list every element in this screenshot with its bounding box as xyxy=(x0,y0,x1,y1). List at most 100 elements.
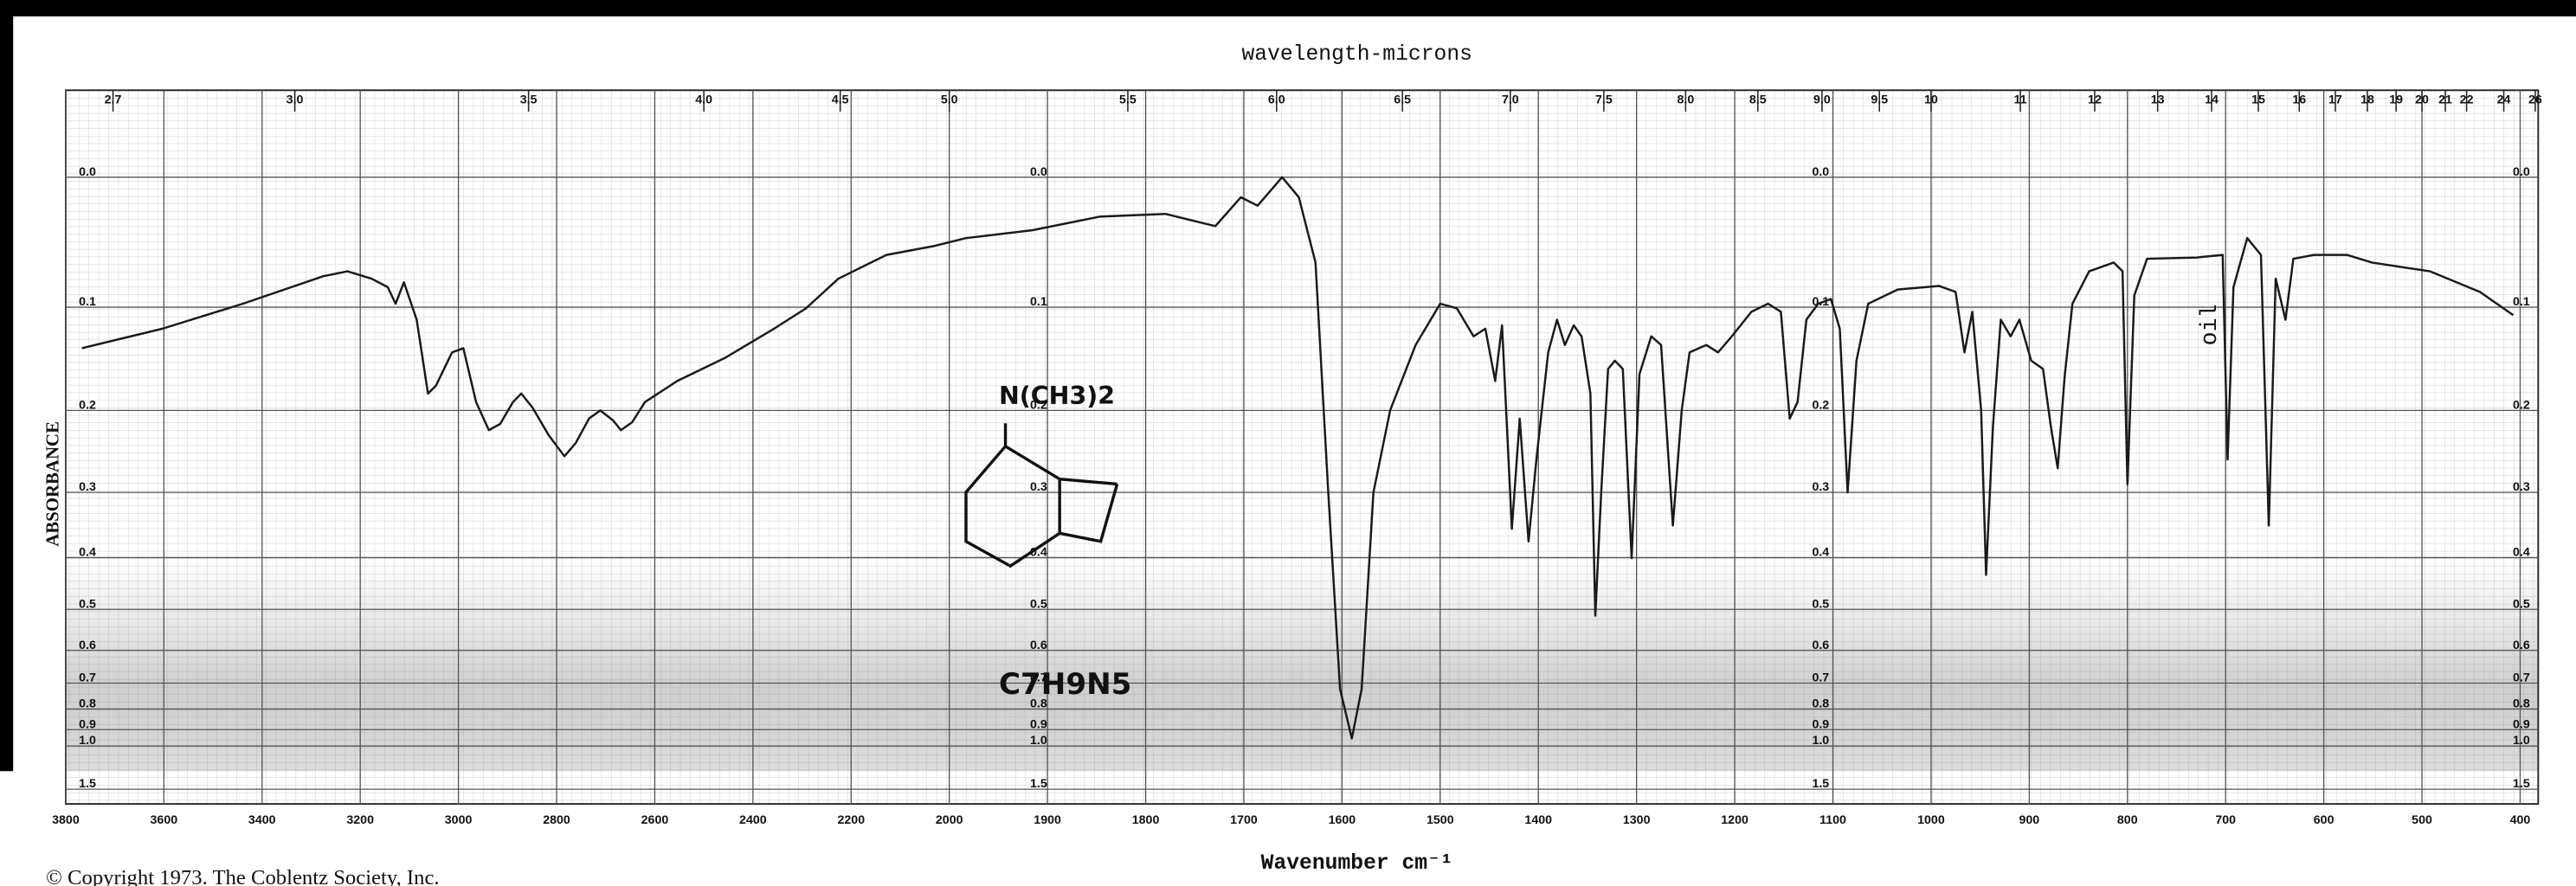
shading xyxy=(65,557,2539,772)
y-tick-label: 0.0 xyxy=(79,165,96,179)
x2-tick-label: 14 xyxy=(2205,93,2219,106)
x-tick-label: 3600 xyxy=(151,813,178,827)
x2-tick-label: 10 xyxy=(1924,93,1938,106)
y-tick-label: 0.3 xyxy=(1812,480,1829,494)
x2-tick-label: 13 xyxy=(2151,93,2165,106)
y-tick-label: 0.9 xyxy=(2513,717,2530,731)
y-tick-label: 1.0 xyxy=(1812,734,1829,748)
spectrum-line xyxy=(81,176,2515,740)
y-tick-label: 0.1 xyxy=(1030,295,1047,309)
y-tick-label: 0.3 xyxy=(79,480,96,494)
x-tick-label: 1100 xyxy=(1819,813,1846,827)
y-tick-label: 0.6 xyxy=(1030,639,1047,652)
y-tick-label: 0.3 xyxy=(2513,480,2530,494)
y-tick-label: 1.5 xyxy=(1812,777,1829,791)
x2-tick-label: 9.0 xyxy=(1813,93,1831,106)
x-tick-label: 400 xyxy=(2510,813,2531,827)
y-tick-label: 0.4 xyxy=(1030,545,1047,559)
y-tick-label: 0.5 xyxy=(2513,597,2530,611)
x-axis-label: Wavenumber cm⁻¹ xyxy=(1261,851,1453,876)
x-tick-label: 700 xyxy=(2215,813,2236,827)
y-tick-label: 0.7 xyxy=(2513,671,2530,685)
x-tick-label: 1500 xyxy=(1426,813,1454,827)
annotation: C7H9N5 xyxy=(999,667,1131,702)
y-tick-label: 0.5 xyxy=(79,597,96,611)
x-tick-label: 2600 xyxy=(641,813,669,827)
y-tick-label: 1.5 xyxy=(79,777,96,791)
x2-tick-label: 19 xyxy=(2389,93,2403,106)
x-tick-label: 500 xyxy=(2412,813,2432,827)
x2-tick-label: 2.7 xyxy=(105,93,122,106)
scan-edge xyxy=(0,0,14,772)
y-tick-label: 0.2 xyxy=(1030,398,1047,412)
x-tick-label: 2200 xyxy=(837,813,865,827)
x-tick-label: 1300 xyxy=(1623,813,1651,827)
chart-title: wavelength-microns xyxy=(1241,42,1472,67)
x-tick-label: 2400 xyxy=(739,813,767,827)
y-tick-label: 0.6 xyxy=(1812,639,1829,652)
x2-tick-label: 5.0 xyxy=(941,93,958,106)
y-tick-label: 0.6 xyxy=(2513,639,2530,652)
y-tick-label: 0.4 xyxy=(79,545,96,559)
x2-tick-label: 17 xyxy=(2328,93,2342,106)
y-tick-label: 0.5 xyxy=(1030,597,1047,611)
x2-tick-label: 16 xyxy=(2292,93,2306,106)
x2-tick-label: 8.0 xyxy=(1677,93,1694,106)
x-tick-label: 1600 xyxy=(1329,813,1356,827)
x-tick-label: 600 xyxy=(2314,813,2334,827)
x2-tick-label: 9.5 xyxy=(1871,93,1888,106)
x2-tick-label: 20 xyxy=(2415,93,2429,106)
x2-tick-label: 7.5 xyxy=(1595,93,1613,106)
x-tick-label: 900 xyxy=(2019,813,2039,827)
y-tick-label: 0.0 xyxy=(1812,165,1829,179)
y-tick-label: 0.1 xyxy=(2513,295,2530,309)
y-tick-label: 0.4 xyxy=(1812,545,1829,559)
x-tick-label: 1900 xyxy=(1034,813,1061,827)
y-tick-label: 0.9 xyxy=(1030,717,1047,731)
y-tick-label: 0.3 xyxy=(1030,480,1047,494)
x-tick-label: 1200 xyxy=(1721,813,1748,827)
y-tick-label: 0.0 xyxy=(1030,165,1047,179)
x2-tick-label: 21 xyxy=(2438,93,2452,106)
y-tick-label: 0.7 xyxy=(79,671,96,685)
x2-tick-label: 5.5 xyxy=(1119,93,1137,106)
x-tick-label: 3000 xyxy=(445,813,473,827)
x2-tick-label: 15 xyxy=(2251,93,2265,106)
x-tick-label: 1000 xyxy=(1917,813,1945,827)
x-tick-label: 1400 xyxy=(1524,813,1552,827)
y-tick-label: 1.5 xyxy=(2513,777,2530,791)
y-tick-label: 0.1 xyxy=(79,295,96,309)
y-tick-label: 0.8 xyxy=(2513,697,2530,711)
annotation: N(CH3)2 xyxy=(999,382,1115,410)
y-tick-label: 0.2 xyxy=(2513,398,2530,412)
x2-tick-label: 4.5 xyxy=(832,93,849,106)
x2-tick-label: 7.0 xyxy=(1502,93,1519,106)
annotation: oil xyxy=(2197,305,2223,346)
y-tick-label: 0.4 xyxy=(2513,545,2530,559)
x-tick-label: 3400 xyxy=(248,813,276,827)
x2-tick-label: 3.5 xyxy=(520,93,538,106)
x-tick-label: 3800 xyxy=(52,813,80,827)
x-tick-label: 1800 xyxy=(1132,813,1160,827)
y-tick-label: 0.8 xyxy=(1030,697,1047,711)
x2-tick-label: 6.5 xyxy=(1394,93,1411,106)
x-tick-label: 800 xyxy=(2117,813,2138,827)
y-tick-label: 1.0 xyxy=(2513,734,2530,748)
x2-tick-label: 22 xyxy=(2460,93,2474,106)
y-tick-label: 0.7 xyxy=(1030,671,1047,685)
structure-sketch xyxy=(964,423,1119,568)
y-tick-label: 0.6 xyxy=(79,639,96,652)
x-tick-label: 2000 xyxy=(936,813,963,827)
scan-edge xyxy=(0,0,2576,16)
x2-tick-label: 3.0 xyxy=(287,93,304,106)
y-tick-label: 0.2 xyxy=(1812,398,1829,412)
x2-tick-label: 8.5 xyxy=(1749,93,1767,106)
y-tick-label: 0.2 xyxy=(79,398,96,412)
x2-tick-label: 11 xyxy=(2014,93,2027,106)
x2-tick-label: 24 xyxy=(2497,93,2511,106)
x2-tick-label: 6.0 xyxy=(1268,93,1285,106)
structure-lines xyxy=(964,423,1119,568)
y-tick-label: 0.5 xyxy=(1812,597,1829,611)
y-tick-label: 0.8 xyxy=(1812,697,1829,711)
